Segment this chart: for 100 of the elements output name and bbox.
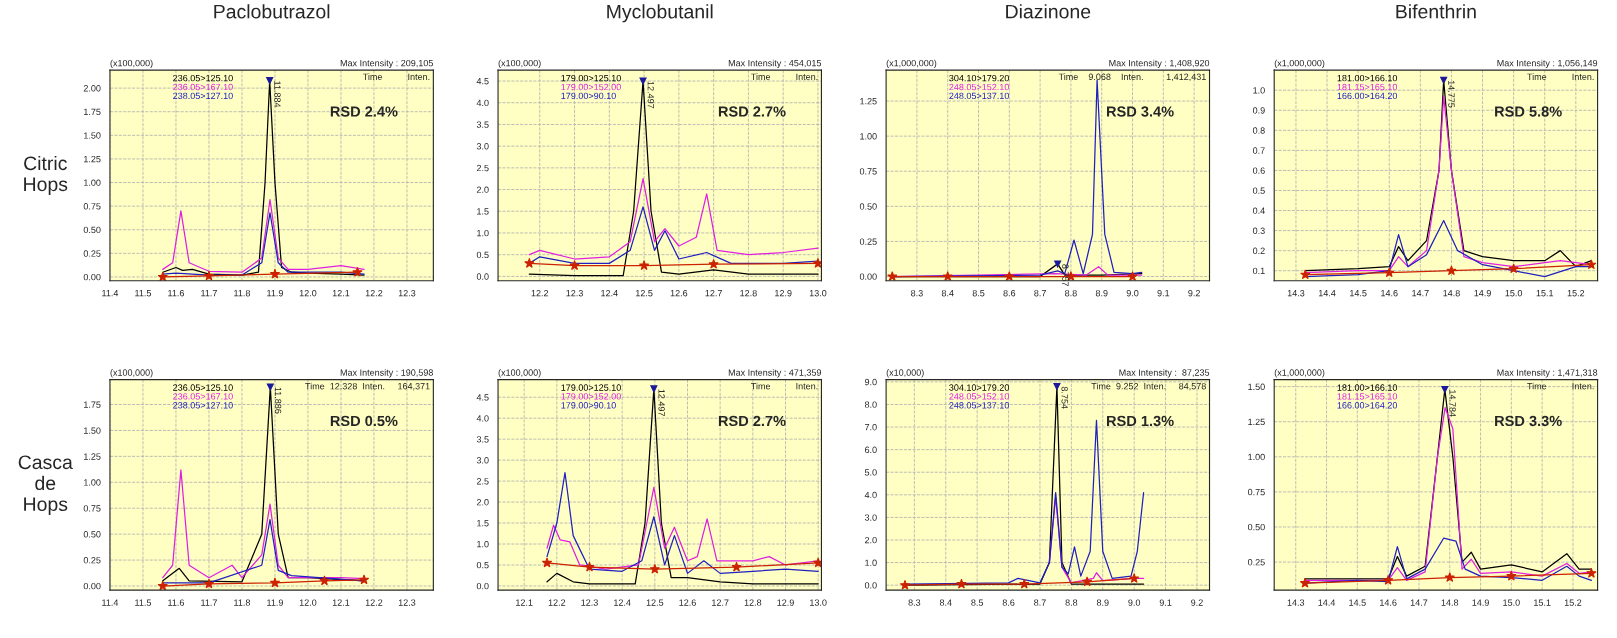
x-tick-label: 15.0 xyxy=(1505,289,1523,297)
y-tick-label: 0.25 xyxy=(1247,559,1265,566)
text: 179.00>90.10 xyxy=(561,402,616,409)
x-tick-label: 8.8 xyxy=(1065,289,1077,297)
y-tick-label: 0.25 xyxy=(83,250,101,257)
annotation: Time 9.068 Inten. 1,412,431 xyxy=(1058,73,1206,82)
text: (x100,000) xyxy=(498,369,541,378)
y-tick-label: 0.8 xyxy=(1252,127,1265,134)
y-axis-title: Citric Hops xyxy=(24,155,68,195)
y-tick-label: 2.5 xyxy=(476,478,489,485)
annotation: RSD 0.5% xyxy=(330,415,398,427)
y-tick-label: 0.5 xyxy=(476,561,489,569)
text: 236.05>125.10 xyxy=(173,384,233,391)
y-tick-label: 0.25 xyxy=(83,557,101,564)
y-tick-label: 0.1 xyxy=(1252,267,1265,275)
x-tick-label: 8.5 xyxy=(971,599,984,606)
y-tick-label: 1.0 xyxy=(1253,87,1265,94)
text: 181.15>165.10 xyxy=(1337,83,1398,91)
text: 166.00>164.20 xyxy=(1337,92,1398,100)
x-tick-label: 15.2 xyxy=(1564,599,1582,606)
y-tick-label: 4.0 xyxy=(864,491,877,499)
y-tick-label: 1.00 xyxy=(84,479,101,486)
x-tick-label: 11.8 xyxy=(234,289,251,297)
y-tick-label: 0.00 xyxy=(83,582,101,590)
y-tick-label: 4.5 xyxy=(476,78,489,85)
text: 179.00>125.10 xyxy=(561,74,621,82)
text: 248.05>137.10 xyxy=(949,92,1009,100)
text: Max Intensity : 209,105 xyxy=(340,59,433,69)
text: Max Intensity : 1,056,149 xyxy=(1497,59,1598,69)
x-tick-label: 11.6 xyxy=(168,289,185,297)
x-tick-label: 8.3 xyxy=(908,599,921,606)
y-tick-label: 1.50 xyxy=(1248,383,1265,390)
y-tick-label: 1.0 xyxy=(477,540,489,548)
x-tick-label: 12.4 xyxy=(601,289,618,297)
text: 179.00>152.00 xyxy=(561,393,621,400)
x-tick-label: 8.9 xyxy=(1096,599,1109,606)
x-tick-label: 14.5 xyxy=(1350,290,1367,297)
text: 179.00>125.10 xyxy=(561,384,621,391)
x-tick-label: 9.1 xyxy=(1159,599,1172,606)
y-tick-label: 2.0 xyxy=(476,499,489,506)
y-tick-label: 0.50 xyxy=(1247,523,1265,531)
y-tick-label: 1.25 xyxy=(84,453,101,460)
x-tick-label: 8.4 xyxy=(939,599,952,606)
x-tick-label: 12.3 xyxy=(581,599,598,606)
x-tick-label: 8.6 xyxy=(1003,289,1016,297)
y-tick-label: 2.0 xyxy=(864,536,877,544)
y-tick-label: 0.9 xyxy=(1252,107,1265,114)
y-tick-label: 3.0 xyxy=(864,514,877,521)
x-tick-label: 11.9 xyxy=(267,289,283,297)
text: 248.05>152.10 xyxy=(949,83,1009,91)
text: 248.05>137.10 xyxy=(949,402,1009,409)
x-tick-label: 12.9 xyxy=(775,289,792,297)
annotation: Time Inten. xyxy=(1527,73,1594,80)
y-tick-label: 3.0 xyxy=(476,457,489,464)
x-tick-label: 11.4 xyxy=(102,290,119,297)
x-tick-label: 11.8 xyxy=(234,599,251,606)
y-tick-label: 0.75 xyxy=(83,203,101,210)
chart-title: Paclobutrazol xyxy=(214,4,330,19)
annotation: RSD 3.4% xyxy=(1107,106,1174,117)
y-tick-label: 0.00 xyxy=(83,273,101,281)
text: (x1,000,000) xyxy=(1274,369,1325,378)
y-tick-label: 0.5 xyxy=(1252,187,1265,194)
x-tick-label: 12.2 xyxy=(548,599,566,606)
x-tick-label: 14.3 xyxy=(1287,599,1305,606)
y-tick-label: 1.5 xyxy=(477,520,489,527)
x-tick-label: 11.5 xyxy=(135,290,152,297)
text: (x100,000) xyxy=(110,369,153,378)
x-tick-label: 8.7 xyxy=(1034,599,1046,606)
x-tick-label: 9.1 xyxy=(1157,289,1170,297)
x-tick-label: 15.0 xyxy=(1503,599,1520,606)
y-tick-label: 0.2 xyxy=(1252,247,1265,254)
y-tick-label: 2.0 xyxy=(476,186,489,193)
y-tick-label: 0.3 xyxy=(1252,227,1265,234)
text: Max Intensity : 454,015 xyxy=(728,59,822,69)
annotation: 8.754 xyxy=(1061,386,1068,409)
y-tick-label: 1.00 xyxy=(84,179,101,186)
y-tick-label: 4.5 xyxy=(476,394,489,401)
x-tick-label: 12.6 xyxy=(670,289,688,297)
text: 181.00>166.10 xyxy=(1337,384,1398,391)
annotation: Time Inten. xyxy=(751,382,818,390)
x-tick-label: 12.1 xyxy=(332,289,350,297)
y-axis-title: Casca de Hops xyxy=(18,455,73,515)
x-tick-label: 12.0 xyxy=(299,289,317,297)
x-tick-label: 14.9 xyxy=(1474,289,1491,297)
x-tick-label: 15.1 xyxy=(1536,290,1554,297)
y-tick-label: 3.0 xyxy=(476,143,489,150)
x-tick-label: 12.3 xyxy=(398,599,416,606)
x-tick-label: 9.0 xyxy=(1126,289,1139,297)
text: 181.00>166.10 xyxy=(1337,74,1398,82)
x-tick-label: 8.4 xyxy=(941,289,954,297)
text: (x100,000) xyxy=(498,59,541,69)
x-tick-label: 8.8 xyxy=(1065,599,1078,606)
x-tick-label: 14.5 xyxy=(1349,599,1366,606)
x-tick-label: 8.7 xyxy=(1034,289,1046,297)
x-tick-label: 14.4 xyxy=(1318,290,1336,297)
y-tick-label: 1.75 xyxy=(84,401,101,408)
text: (x10,000) xyxy=(886,369,924,378)
annotation: RSD 5.8% xyxy=(1495,106,1562,117)
y-tick-label: 0.0 xyxy=(864,582,877,589)
y-tick-label: 0.0 xyxy=(476,582,489,590)
